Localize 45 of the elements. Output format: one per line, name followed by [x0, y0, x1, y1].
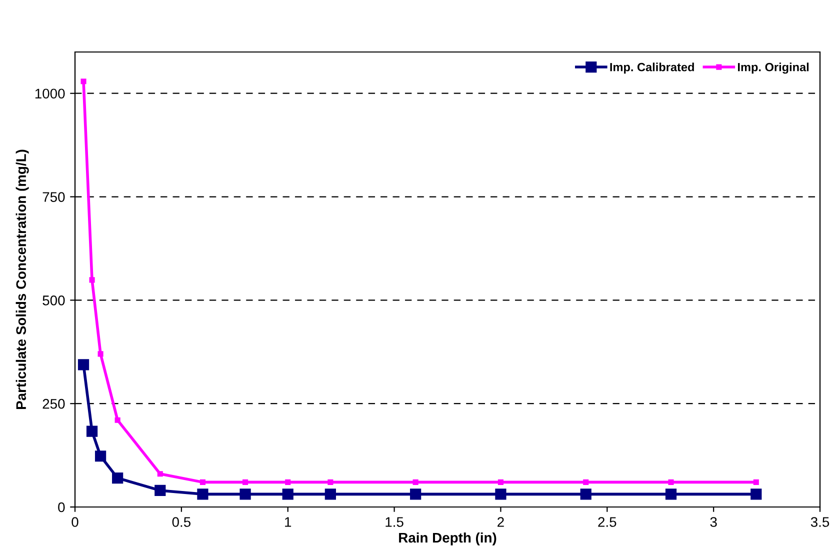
point — [78, 359, 90, 370]
x-axis-title: Rain Depth (in) — [399, 532, 496, 546]
legend-label: Imp. Original — [738, 62, 809, 74]
point — [753, 479, 759, 485]
point — [285, 479, 291, 485]
point — [412, 479, 418, 485]
x-tick-label: 3 — [710, 517, 717, 527]
point — [112, 472, 124, 484]
y-tick-label: 1000 — [35, 88, 65, 99]
legend-label: Imp. Calibrated — [610, 62, 694, 74]
point — [157, 471, 163, 477]
point — [580, 488, 592, 500]
point — [495, 488, 506, 500]
y-tick-label: 250 — [42, 398, 65, 409]
point — [410, 488, 422, 500]
point — [668, 479, 674, 485]
point — [750, 488, 762, 500]
point — [200, 479, 206, 485]
point — [328, 479, 334, 485]
point — [498, 479, 504, 485]
y-axis-title: Particulate Solids Concentration (mg/L) — [16, 150, 29, 409]
x-tick-label: 3.5 — [810, 517, 830, 527]
point — [242, 479, 248, 485]
point — [154, 484, 166, 496]
y-tick-label: 750 — [42, 192, 65, 202]
x-tick-label: 1.5 — [386, 517, 404, 527]
x-tick-label: 0.5 — [172, 517, 190, 527]
point — [94, 450, 106, 462]
point — [89, 277, 95, 283]
point — [240, 488, 251, 500]
point — [98, 351, 104, 357]
y-tick-label: 0 — [58, 502, 65, 512]
point — [86, 426, 98, 437]
y-tick-label: 500 — [42, 296, 65, 306]
point — [282, 488, 294, 500]
x-tick-label: 2.5 — [598, 517, 616, 527]
point — [114, 417, 120, 423]
point — [197, 488, 208, 500]
point — [324, 488, 336, 500]
x-tick-label: 1 — [285, 517, 292, 527]
x-tick-label: 0 — [72, 517, 78, 527]
x-tick-label: 2 — [498, 517, 504, 527]
point — [80, 78, 86, 84]
point — [583, 479, 589, 485]
point — [665, 488, 677, 500]
